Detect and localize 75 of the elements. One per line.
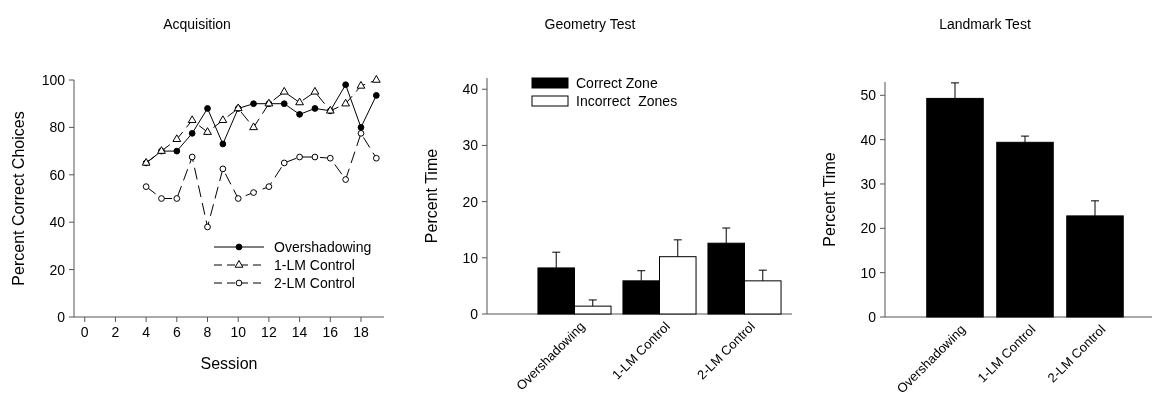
point — [342, 176, 350, 183]
x-axis-title: Session — [200, 355, 258, 372]
y-tick-label: 40 — [462, 81, 479, 98]
x-tick-label: 16 — [322, 324, 339, 340]
y-tick-label: 20 — [49, 261, 66, 278]
x-tick-label: 6 — [172, 324, 181, 340]
point — [357, 124, 365, 131]
y-tick-label: 60 — [49, 166, 66, 183]
x-tick-label: 10 — [230, 324, 247, 340]
point — [311, 153, 319, 161]
y-tick-label: 40 — [860, 131, 877, 148]
y-tick-label: 30 — [860, 175, 877, 192]
point — [204, 223, 211, 231]
y-tick-label: 50 — [860, 87, 877, 104]
y-tick-label: 100 — [41, 71, 66, 88]
legend-label: Overshadowing — [274, 238, 372, 255]
point — [326, 154, 334, 162]
x-tick-label: 12 — [261, 324, 277, 340]
point — [219, 140, 227, 148]
x-tick-label: 18 — [353, 324, 369, 340]
point — [204, 105, 211, 112]
x-tick-label: 8 — [203, 324, 212, 340]
point — [187, 115, 197, 124]
x-tick-label: 0 — [80, 324, 89, 340]
chart-title: Landmark Test — [939, 16, 1031, 32]
y-tick-label: 80 — [49, 119, 66, 136]
point — [173, 147, 181, 155]
y-tick-label: 10 — [860, 264, 877, 281]
y-tick-label: 20 — [860, 220, 877, 237]
legend-label: 1-LM Control — [274, 256, 355, 273]
x-tick-label: 14 — [291, 324, 308, 340]
point — [250, 100, 257, 108]
y-axis-title: Percent Correct Choices — [10, 111, 27, 286]
point — [280, 159, 288, 167]
point — [218, 115, 228, 124]
point — [357, 129, 365, 137]
point — [296, 153, 303, 161]
legend-label: Correct Zone — [576, 74, 658, 91]
point — [342, 81, 350, 89]
point — [172, 134, 182, 142]
y-tick-label: 20 — [462, 193, 479, 210]
point — [372, 92, 380, 99]
point — [173, 195, 181, 202]
point — [219, 165, 227, 173]
point — [279, 86, 289, 95]
point — [371, 75, 381, 83]
point — [295, 97, 304, 106]
chart-title: Acquisition — [163, 16, 231, 32]
legend-label: 2-LM Control — [274, 274, 355, 291]
point — [203, 127, 212, 135]
point — [188, 153, 196, 161]
point — [341, 98, 351, 107]
point — [249, 122, 258, 131]
legend-label: Incorrect Zones — [576, 92, 678, 109]
point — [310, 86, 320, 95]
point — [265, 183, 273, 191]
point — [372, 154, 380, 162]
point — [280, 100, 288, 108]
point — [142, 183, 150, 191]
y-tick-label: 40 — [49, 214, 66, 231]
x-tick-label: 4 — [142, 324, 151, 340]
point — [356, 80, 366, 89]
y-tick-label: 30 — [462, 137, 479, 154]
y-tick-label: 0 — [470, 305, 479, 322]
point — [311, 105, 319, 112]
point — [296, 110, 303, 118]
point — [188, 129, 196, 137]
y-axis-title: Percent Time — [423, 148, 440, 244]
point — [234, 195, 242, 202]
y-tick-label: 10 — [462, 249, 479, 266]
point — [250, 189, 257, 196]
y-axis-title: Percent Time — [821, 152, 838, 247]
point — [158, 195, 165, 202]
chart-title: Geometry Test — [544, 16, 636, 32]
x-tick-label: 2 — [111, 324, 120, 340]
